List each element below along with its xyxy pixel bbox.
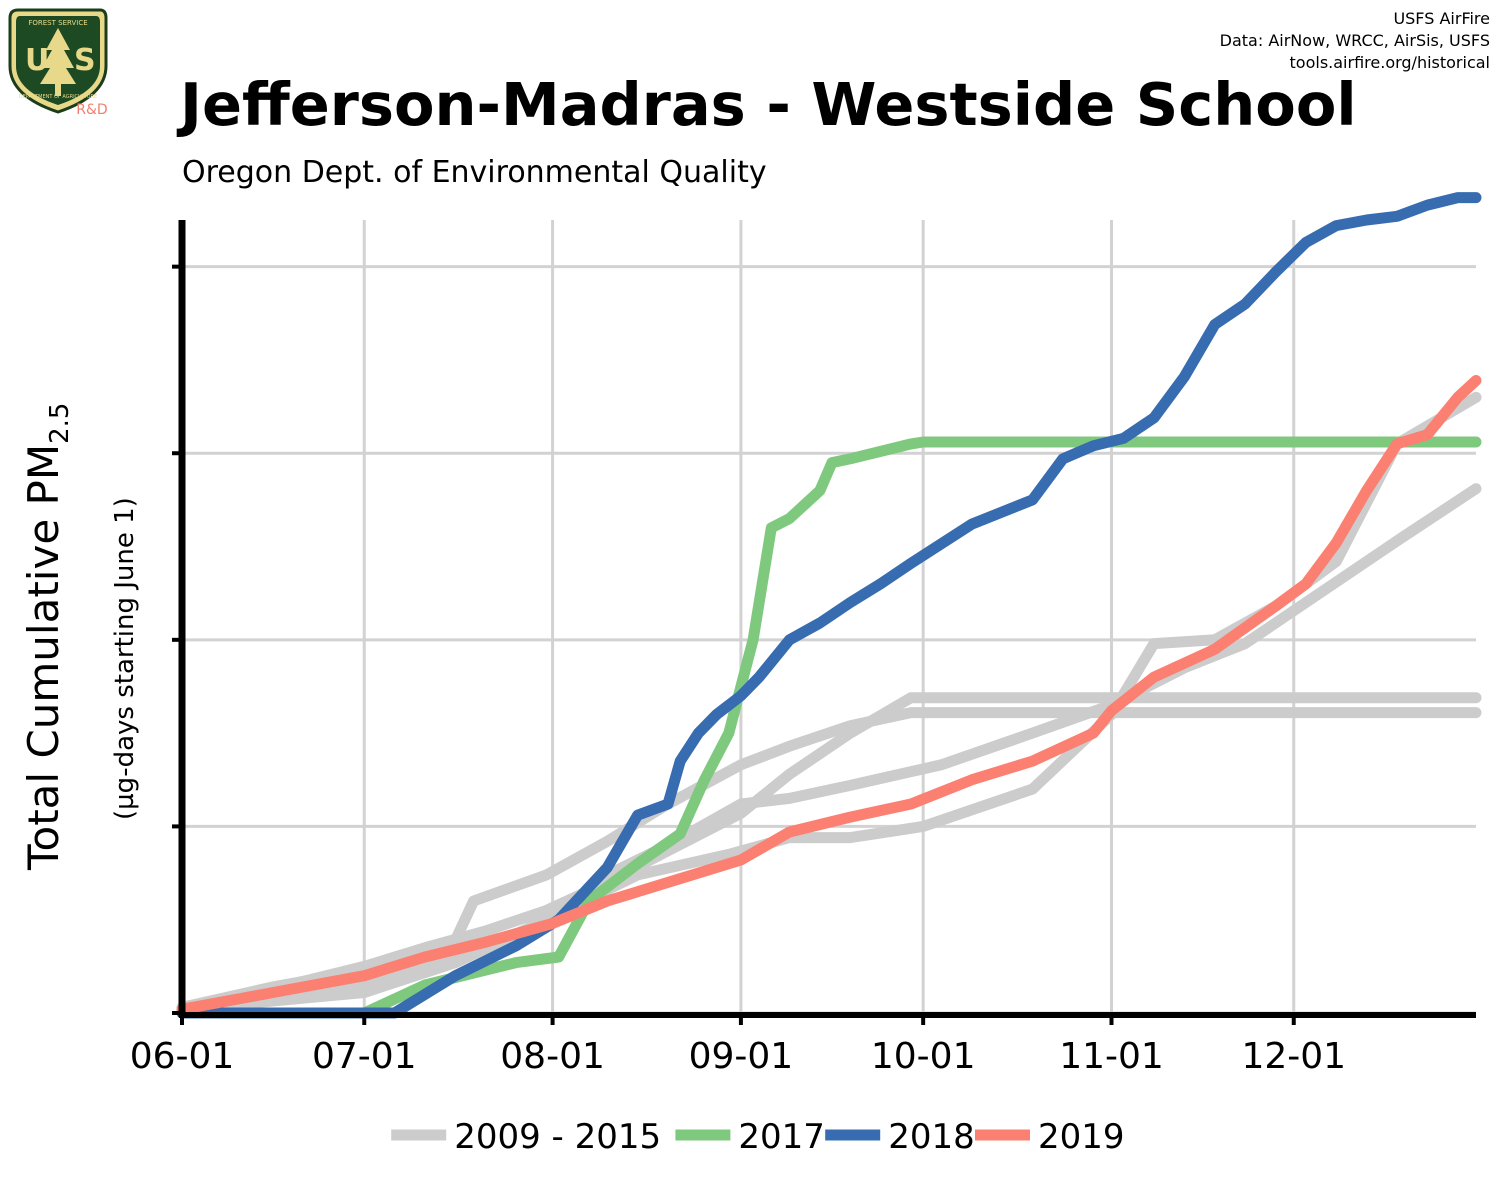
x-tick-label: 11-01 [1059,1036,1164,1077]
legend-item: 2018 [825,1117,975,1157]
series-line-2019 [176,375,1482,1015]
svg-text:Total Cumulative PM2.5: Total Cumulative PM2.5 [19,403,75,871]
legend-item: 2017 [675,1117,825,1157]
legend-item: 2019 [975,1117,1125,1157]
chart-title: Jefferson-Madras - Westside School [180,70,1357,139]
x-tick-label: 07-01 [312,1036,417,1077]
axes [172,220,1476,1025]
series-line-2018 [176,192,1482,1019]
legend-label: 2009 - 2015 [454,1117,661,1157]
x-tick-label: 12-01 [1241,1036,1346,1077]
legend-label: 2018 [888,1117,975,1157]
x-tick-label: 10-01 [871,1036,976,1077]
credit-line: tools.airfire.org/historical [1289,53,1490,72]
y-axis-label: Total Cumulative PM [19,444,68,871]
y-axis-note: (µg-days starting June 1) [110,497,140,820]
series-line-2017 [176,436,1482,1019]
legend: 2009 - 2015 2017 2018 2019 [391,1117,1125,1157]
credit-line: Data: AirNow, WRCC, AirSis, USFS [1219,31,1490,50]
x-tick-label: 08-01 [500,1036,605,1077]
credits: USFS AirFire Data: AirNow, WRCC, AirSis,… [1220,8,1490,74]
legend-item: 2009 - 2015 [391,1117,661,1157]
logo-top-text: FOREST SERVICE [28,19,87,27]
logo-rd-tag: R&D [76,102,107,118]
forest-service-logo: U S FOREST SERVICE DEPARTMENT OF AGRICUL… [8,8,108,118]
series-line-2009-2015 [176,391,1482,1015]
logo-letter-s: S [74,43,96,78]
x-tick-label: 06-01 [130,1036,235,1077]
credit-line: USFS AirFire [1393,9,1490,28]
x-tick-labels: 06-01 07-01 08-01 09-01 10-01 11-01 12-01 [130,1036,1346,1077]
legend-label: 2019 [1038,1117,1125,1157]
legend-label: 2017 [738,1117,825,1157]
series-line-2009-2015 [176,707,1482,1013]
logo-bottom-text: DEPARTMENT OF AGRICULTURE [19,94,97,100]
chart-subtitle: Oregon Dept. of Environmental Quality [182,155,767,190]
y-axis-label-subscript: 2.5 [45,403,75,444]
x-tick-label: 09-01 [689,1036,794,1077]
logo-letter-u: U [25,43,49,78]
series-lines [176,192,1482,1019]
y-axis-note-text: (µg-days starting June 1) [110,497,140,820]
y-axis-title: Total Cumulative PM2.5 [19,403,75,871]
